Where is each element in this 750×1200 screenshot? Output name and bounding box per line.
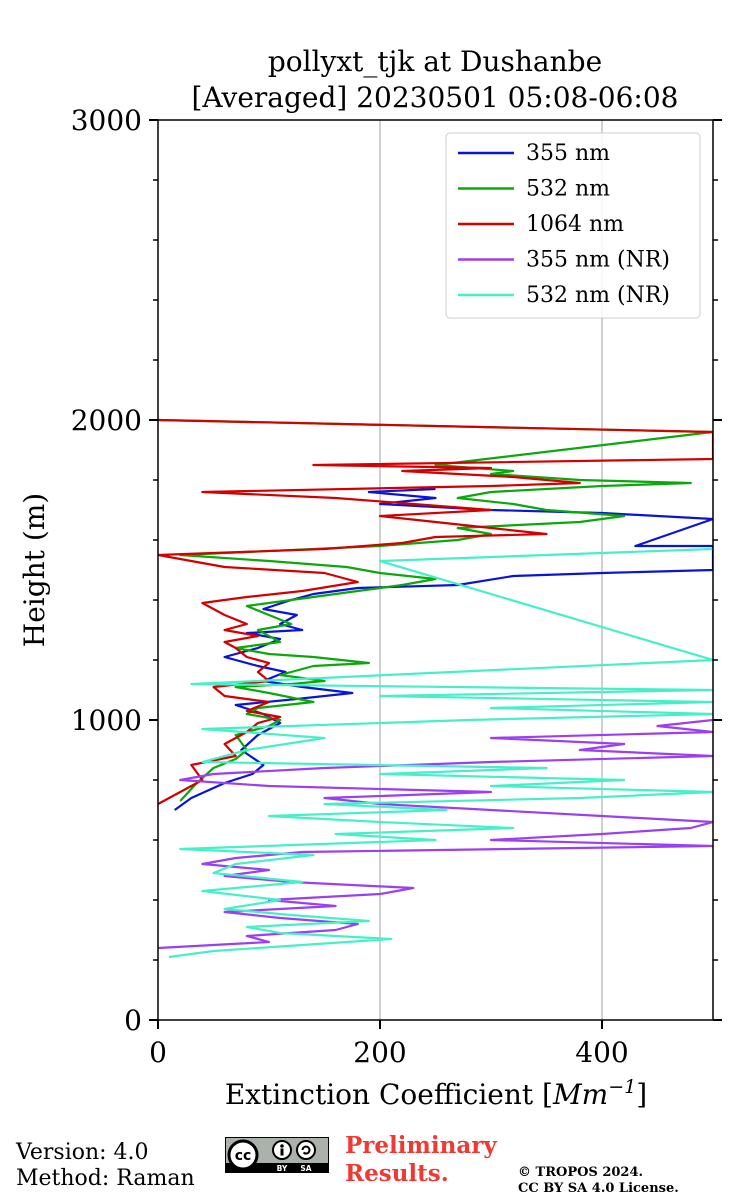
method-text: Method: Raman — [16, 1166, 195, 1191]
legend-label-0: 355 nm — [526, 141, 610, 166]
series-lines — [158, 418, 713, 959]
legend-label-1: 532 nm — [526, 177, 610, 202]
y-axis-label: Height (m) — [18, 493, 51, 647]
legend-label-4: 532 nm (NR) — [526, 283, 670, 308]
x-axis-label-main: Extinction Coefficient [ — [225, 1078, 553, 1111]
y-tick-label: 2000 — [71, 404, 142, 437]
svg-text:SA: SA — [300, 1164, 311, 1173]
x-tick-label: 200 — [353, 1036, 406, 1069]
legend: 355 nm 532 nm 1064 nm 355 nm (NR) 532 nm (NR… — [445, 132, 701, 319]
x-tick-label: 400 — [575, 1036, 628, 1069]
series-line-3 — [158, 718, 713, 950]
preliminary-label-line1: Preliminary — [345, 1132, 497, 1159]
cc-by-sa-badge: cc BY SA — [225, 1137, 329, 1173]
y-tick-label: 3000 — [71, 104, 142, 137]
series-line-0 — [174, 487, 713, 811]
svg-text:cc: cc — [235, 1148, 252, 1164]
x-axis-label-exponent: −1 — [608, 1076, 636, 1098]
preliminary-label-line2: Results. — [345, 1160, 449, 1187]
x-axis-label: Extinction Coefficient [Mm−1] — [225, 1076, 647, 1111]
x-axis-label-end: ] — [636, 1078, 647, 1111]
series-line-2 — [158, 418, 713, 805]
chart-title: pollyxt_tjk at Dushanbe — [268, 45, 602, 78]
svg-text:BY: BY — [277, 1164, 288, 1173]
copyright-line1: © TROPOS 2024. — [518, 1165, 644, 1180]
x-tick-label: 0 — [149, 1036, 167, 1069]
chart-subtitle: [Averaged] 20230501 05:08-06:08 — [192, 81, 679, 114]
y-tick-label: 0 — [124, 1004, 142, 1037]
legend-box — [445, 132, 701, 319]
plot-frame — [157, 119, 714, 1021]
series-line-1 — [158, 418, 713, 802]
legend-label-3: 355 nm (NR) — [526, 248, 670, 273]
y-tick-label: 1000 — [71, 704, 142, 737]
legend-label-2: 1064 nm — [526, 212, 624, 237]
x-axis-label-unit: Mm — [552, 1078, 608, 1111]
version-text: Version: 4.0 — [16, 1140, 149, 1165]
series-line-4 — [168, 547, 713, 959]
copyright-line2: CC BY SA 4.0 License. — [518, 1181, 679, 1196]
axis-ticks: 0 200 400 0 1000 2000 3000 — [71, 104, 722, 1069]
